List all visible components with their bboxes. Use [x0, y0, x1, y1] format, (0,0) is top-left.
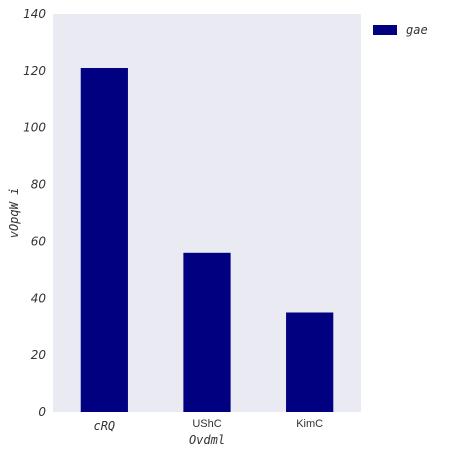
y-tick-label: 40 — [31, 291, 47, 305]
legend: gae — [373, 23, 428, 37]
x-axis-label: Ovdml — [189, 433, 225, 447]
y-axis-label: vOpqW i — [7, 188, 21, 239]
x-tick-label: UShC — [192, 418, 221, 430]
y-tick-label: 0 — [38, 405, 46, 419]
legend-swatch — [373, 25, 397, 35]
y-tick-label: 20 — [31, 348, 47, 362]
y-tick-label: 120 — [23, 64, 46, 78]
y-axis-ticks: 0 20 40 60 80 100 120 140 — [23, 7, 46, 419]
legend-label: gae — [406, 23, 428, 37]
y-tick-label: 140 — [23, 7, 46, 21]
y-tick-label: 60 — [31, 234, 47, 248]
bar-cRQ — [81, 68, 128, 412]
y-tick-label: 100 — [23, 121, 46, 135]
bar-KimC — [286, 313, 333, 413]
y-tick-label: 80 — [31, 178, 47, 192]
x-axis-ticks: cRQ UShC KimC — [93, 418, 323, 433]
x-tick-label: KimC — [296, 418, 323, 430]
bar-UShC — [183, 253, 230, 412]
x-tick-label: cRQ — [93, 419, 115, 433]
